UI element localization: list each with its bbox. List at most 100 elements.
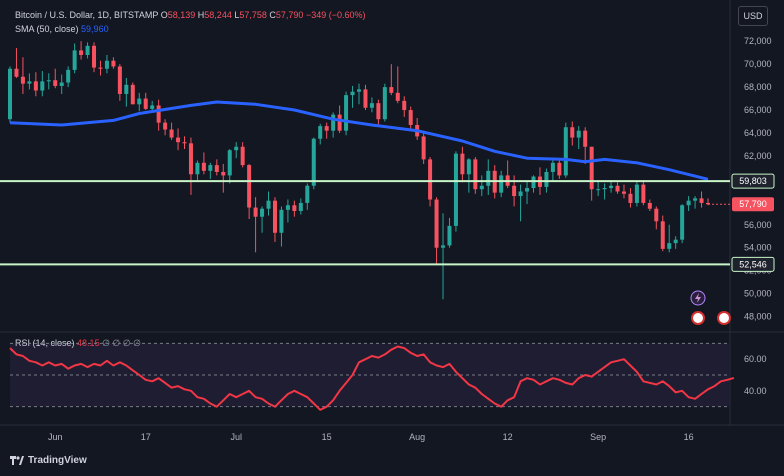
candle-body <box>260 208 265 217</box>
rsi-extra: ∅ ∅ ∅ ∅ <box>102 338 141 348</box>
candle-body <box>686 200 691 206</box>
candle <box>589 146 594 201</box>
candle-body <box>163 122 168 130</box>
candle-body <box>376 103 381 120</box>
candle <box>667 224 672 253</box>
candle <box>453 151 458 232</box>
candle-body <box>337 114 342 131</box>
candle <box>505 160 510 189</box>
candle-body <box>7 68 13 120</box>
candle-body <box>525 188 530 192</box>
currency-button[interactable]: USD <box>738 6 768 26</box>
candle-body <box>143 98 148 109</box>
candle-body <box>363 89 368 108</box>
candle <box>324 122 329 139</box>
candle-body <box>447 225 452 246</box>
candle <box>628 188 633 208</box>
candle <box>227 149 232 184</box>
candle-body <box>563 127 568 176</box>
candle-body <box>479 185 484 190</box>
candle <box>104 54 109 74</box>
candle <box>318 123 323 145</box>
candle-body <box>589 146 594 190</box>
candle <box>40 71 45 97</box>
candle <box>660 215 665 252</box>
candle-body <box>234 146 239 151</box>
candle <box>434 197 439 264</box>
candle <box>486 159 491 195</box>
us-flag-event-icon <box>717 311 731 325</box>
candle-body <box>402 100 407 111</box>
candle <box>686 196 691 211</box>
candle <box>214 159 219 176</box>
symbol-header: Bitcoin / U.S. Dollar, 1D, BITSTAMP O58,… <box>15 10 366 20</box>
candle-body <box>79 50 84 55</box>
candle <box>647 199 652 211</box>
candle-body <box>395 92 400 101</box>
candle <box>557 160 562 179</box>
candle <box>137 92 142 112</box>
candle-body <box>111 60 116 67</box>
candle-body <box>680 205 685 240</box>
candle <box>673 236 678 249</box>
candle-body <box>59 82 64 86</box>
candle <box>576 126 581 150</box>
candle-body <box>40 81 45 91</box>
candle <box>298 198 303 215</box>
candle <box>163 119 168 136</box>
candle-body <box>66 69 71 83</box>
candle-body <box>460 153 465 175</box>
candle-body <box>647 202 652 209</box>
price-tick-label: 48,000 <box>744 312 772 322</box>
candle <box>143 92 148 111</box>
rsi-line <box>9 345 735 411</box>
candle <box>195 160 200 182</box>
candle <box>402 96 407 117</box>
candle <box>570 121 575 146</box>
level-tag <box>731 173 775 189</box>
candle <box>7 66 13 123</box>
candle <box>221 163 226 193</box>
candle <box>350 85 355 108</box>
sma-label: SMA (50, close) <box>15 24 79 34</box>
candle-body <box>182 142 187 144</box>
candle-body <box>428 159 433 200</box>
price-tick-label: 54,000 <box>744 243 772 253</box>
tradingview-logo-icon <box>10 456 24 465</box>
candle-body <box>188 143 193 175</box>
tradingview-brand[interactable]: TradingView <box>10 455 87 466</box>
candle-body <box>499 175 504 193</box>
price-tick-label: 50,000 <box>744 289 772 299</box>
candle <box>699 191 704 208</box>
candle <box>33 72 38 97</box>
high-label: H <box>197 10 205 20</box>
candle-body <box>576 130 581 138</box>
candle <box>279 206 284 247</box>
symbol-title: Bitcoin / U.S. Dollar, 1D, BITSTAMP <box>15 10 159 20</box>
time-tick-label: 12 <box>503 432 513 442</box>
time-tick-label: Jul <box>230 432 242 442</box>
candle-body <box>369 103 374 108</box>
candle <box>92 42 97 73</box>
candle-body <box>621 191 626 194</box>
candle <box>693 196 698 209</box>
price-tick-label: 68,000 <box>744 82 772 92</box>
price-tick-label: 64,000 <box>744 128 772 138</box>
last-price-label: 57,790 <box>739 199 767 209</box>
candle-body <box>208 165 213 171</box>
sma-legend[interactable]: SMA (50, close) 59,960 <box>15 24 109 34</box>
candle-body <box>150 105 155 109</box>
time-tick-label: 15 <box>322 432 332 442</box>
candle <box>182 136 187 150</box>
candle <box>285 199 290 223</box>
candle-body <box>609 185 614 189</box>
candle-body <box>667 243 672 249</box>
change-value: −349 (−0.60%) <box>305 10 366 20</box>
candle-body <box>20 76 25 84</box>
candle-body <box>124 84 129 94</box>
us-flag-event-icon <box>691 311 705 325</box>
low-value: 57,758 <box>239 10 267 20</box>
candle <box>46 73 51 90</box>
rsi-tick-label: 40.00 <box>744 386 767 396</box>
